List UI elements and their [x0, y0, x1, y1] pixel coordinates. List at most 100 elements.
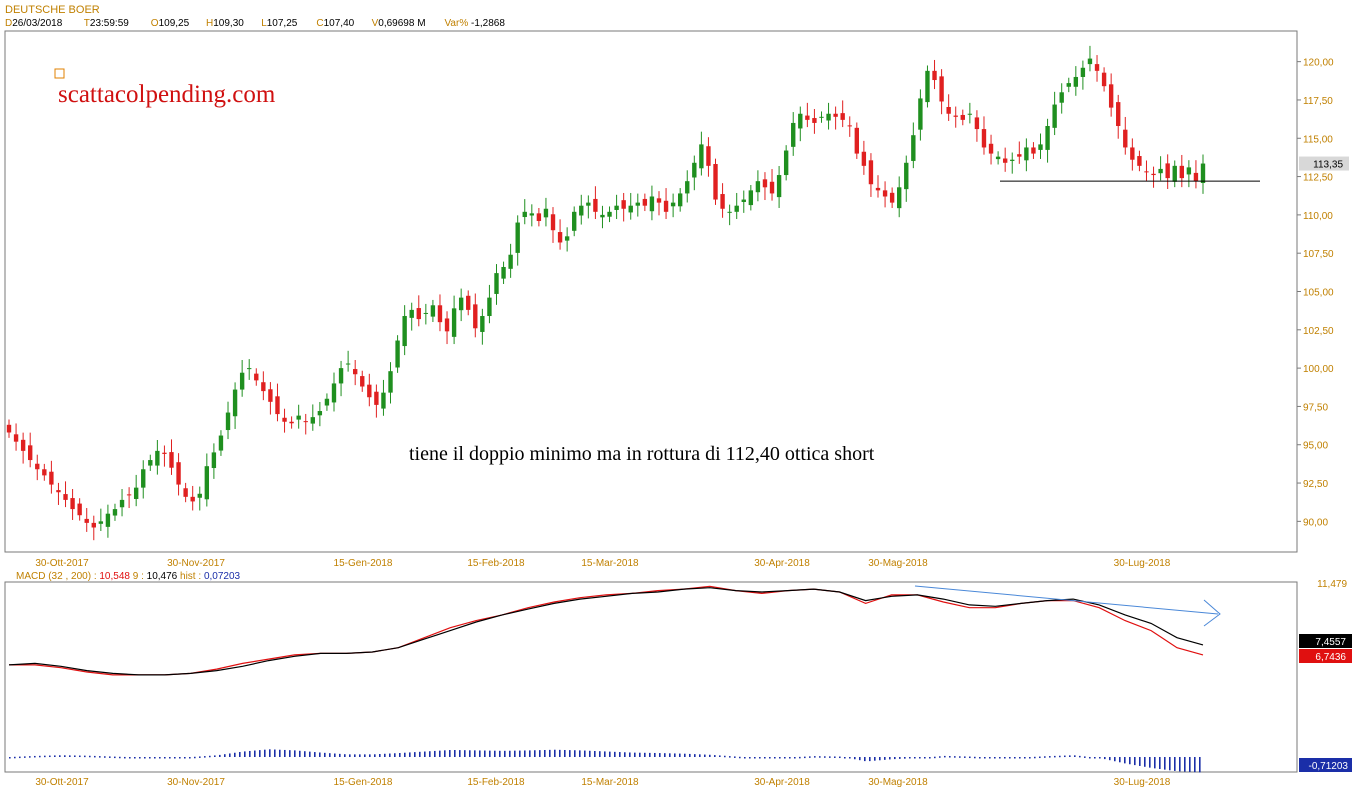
candle-body	[988, 143, 994, 154]
candle-body	[197, 493, 202, 498]
candle-body	[409, 309, 414, 318]
hist-bar	[1179, 757, 1181, 772]
macd-x-tick-label: 30-Nov-2017	[167, 777, 225, 788]
hist-bar	[399, 753, 401, 757]
ohlc-header: D26/03/2018 T23:59:59 O109,25 H109,30 L107,2…	[5, 18, 505, 29]
candle-body	[458, 297, 464, 311]
hist-bar	[279, 749, 281, 757]
x-tick-label: 30-Nov-2017	[167, 558, 225, 569]
candle-body	[677, 193, 683, 207]
hist-bar	[1044, 756, 1046, 758]
candle-body	[868, 160, 874, 185]
candle-body	[586, 202, 591, 206]
hist-bar	[1169, 757, 1171, 771]
candle-body	[607, 211, 612, 217]
candle-body	[268, 389, 273, 402]
hist-bar	[149, 757, 151, 759]
y-tick-label: 92,50	[1303, 479, 1328, 490]
candle-body	[614, 205, 619, 210]
macd-end-label: 7,4557	[1315, 637, 1346, 648]
last-price-box	[1299, 156, 1349, 171]
hist-bar	[454, 750, 456, 757]
hist-bar	[599, 751, 601, 757]
hist-bar	[534, 750, 536, 757]
trend-arrow	[914, 585, 1221, 627]
y-tick-label: 102,50	[1303, 326, 1334, 337]
hist-bar	[559, 749, 561, 757]
hist-bar	[974, 756, 976, 759]
hist-bar	[1049, 756, 1051, 758]
x-tick-label: 30-Ott-2017	[35, 558, 89, 569]
hist-bar	[794, 757, 796, 759]
candle-body	[204, 466, 210, 500]
y-tick-label: 117,50	[1303, 96, 1333, 107]
candle-body	[119, 499, 125, 508]
candle-body	[303, 421, 308, 423]
hist-bar	[969, 756, 971, 759]
hist-bar	[554, 749, 556, 757]
hist-bar	[684, 753, 686, 757]
candle-body	[1193, 172, 1199, 182]
hist-bar	[1009, 757, 1011, 759]
hist-bar	[179, 757, 181, 759]
hist-bar	[894, 757, 896, 760]
hist-bar	[424, 751, 426, 757]
hist-bar	[49, 755, 51, 758]
hist-bar	[584, 750, 586, 757]
candle-body	[49, 471, 54, 485]
hist-bar	[889, 757, 891, 760]
macd-x-tick-label: 30-Apr-2018	[754, 777, 810, 788]
hist-bar	[679, 753, 681, 757]
hist-bar	[499, 750, 501, 757]
hist-bar	[979, 757, 981, 759]
candle-body	[741, 199, 746, 203]
hist-bar	[939, 756, 941, 758]
hist-bar	[379, 754, 381, 757]
hist-bar	[564, 749, 566, 757]
candle-body	[275, 396, 280, 415]
hist-bar	[114, 756, 116, 759]
hist-bar	[824, 756, 826, 758]
candle-body	[508, 254, 513, 269]
hist-bar	[194, 756, 196, 759]
candle-body	[317, 411, 323, 416]
hist-bar	[1104, 757, 1106, 760]
hist-bar	[84, 755, 86, 758]
hist-bar	[214, 755, 216, 757]
hist-bar	[829, 756, 831, 758]
hist-bar	[639, 752, 641, 757]
y-tick-label: 120,00	[1303, 58, 1334, 69]
candle-body	[1123, 129, 1128, 148]
candle-body	[720, 194, 725, 209]
hist-bar	[844, 757, 846, 759]
hist-bar	[459, 750, 461, 757]
hist-bar	[394, 753, 396, 757]
hist-bar	[259, 750, 261, 757]
macd-x-axis: 30-Ott-2017 30-Nov-2017 15-Gen-2018 15-Feb-…	[35, 777, 1170, 788]
candle-body	[762, 179, 768, 188]
candle-body	[953, 115, 958, 117]
hist-bar	[634, 752, 636, 757]
candle-body	[487, 297, 492, 317]
hist-bar	[1079, 755, 1081, 758]
hist-bar	[154, 757, 156, 759]
candle-body	[345, 363, 351, 365]
candle-body	[1059, 92, 1064, 103]
hist-bar	[319, 752, 321, 757]
candle-body	[1165, 163, 1170, 179]
candle-body	[423, 312, 429, 314]
hist-bar	[309, 751, 311, 757]
candle-body	[543, 208, 549, 218]
hist-bar	[1199, 757, 1201, 773]
hist-bar	[839, 756, 841, 759]
candle-body	[112, 509, 118, 516]
hist-bar	[854, 757, 856, 760]
hist-bar	[579, 750, 581, 757]
hist-bar	[489, 750, 491, 757]
price-y-axis: 90,00 92,50 95,00 97,50 100,00 102,50 105,00 10…	[1297, 58, 1334, 528]
candle-body	[649, 196, 655, 212]
hist-bar	[1069, 755, 1071, 757]
hist-bar	[809, 756, 811, 758]
hist-bar	[139, 757, 141, 759]
watermark-text: scattacolpending.com	[58, 81, 276, 108]
